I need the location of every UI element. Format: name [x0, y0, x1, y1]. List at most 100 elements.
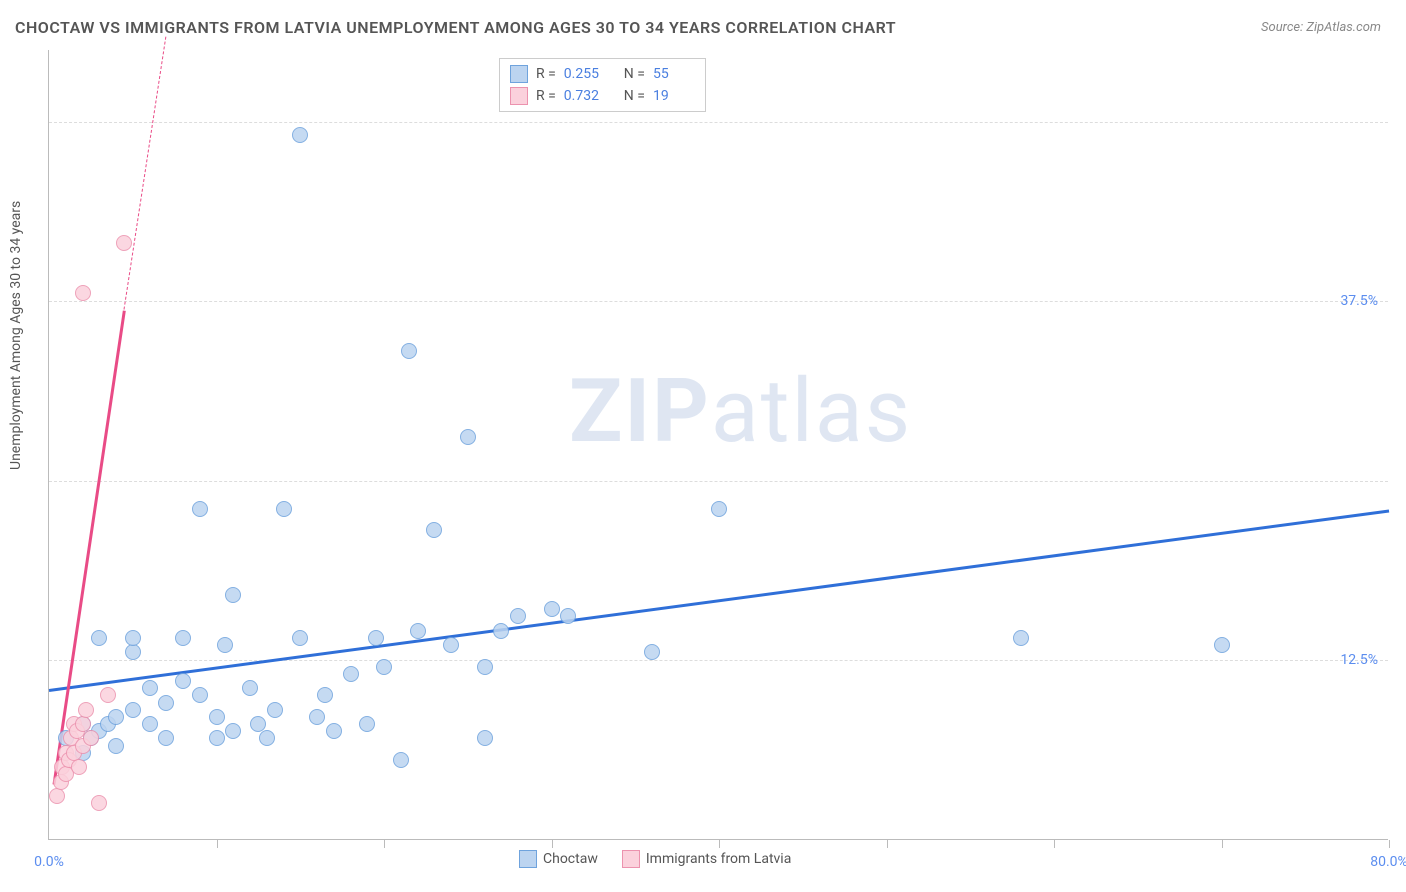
- scatter-marker: [510, 608, 526, 624]
- trend-line: [49, 510, 1389, 693]
- legend-stats-row: R = 0.732 N = 19: [510, 85, 695, 107]
- scatter-marker: [209, 730, 225, 746]
- scatter-marker: [317, 687, 333, 703]
- scatter-marker: [209, 709, 225, 725]
- scatter-marker: [711, 501, 727, 517]
- legend-series: Choctaw Immigrants from Latvia: [519, 850, 791, 868]
- chart-title: CHOCTAW VS IMMIGRANTS FROM LATVIA UNEMPL…: [15, 18, 896, 37]
- scatter-marker: [91, 795, 107, 811]
- scatter-marker: [242, 680, 258, 696]
- scatter-marker: [158, 730, 174, 746]
- scatter-marker: [426, 522, 442, 538]
- scatter-marker: [267, 702, 283, 718]
- y-axis-label: Unemployment Among Ages 30 to 34 years: [8, 201, 24, 470]
- gridline-vertical: [719, 840, 720, 848]
- scatter-marker: [217, 637, 233, 653]
- legend-r-value: 0.255: [564, 66, 606, 82]
- scatter-marker: [309, 709, 325, 725]
- scatter-marker: [108, 738, 124, 754]
- gridline-vertical: [1389, 840, 1390, 848]
- legend-n-value: 55: [653, 66, 695, 82]
- gridline-vertical: [552, 840, 553, 848]
- scatter-marker: [259, 730, 275, 746]
- legend-r-label: R =: [536, 66, 556, 82]
- scatter-marker: [276, 501, 292, 517]
- legend-r-label: R =: [536, 88, 556, 104]
- gridline-vertical: [217, 840, 218, 848]
- scatter-marker: [477, 659, 493, 675]
- scatter-marker: [225, 587, 241, 603]
- scatter-marker: [343, 666, 359, 682]
- gridline-horizontal: [49, 481, 1388, 482]
- scatter-marker: [175, 630, 191, 646]
- scatter-marker: [49, 788, 65, 804]
- scatter-marker: [644, 644, 660, 660]
- legend-n-value: 19: [653, 88, 695, 104]
- scatter-marker: [225, 723, 241, 739]
- gridline-horizontal: [49, 122, 1388, 123]
- scatter-marker: [493, 623, 509, 639]
- scatter-marker: [326, 723, 342, 739]
- scatter-marker: [376, 659, 392, 675]
- trend-line: [124, 36, 167, 309]
- scatter-marker: [368, 630, 384, 646]
- scatter-marker: [116, 235, 132, 251]
- scatter-marker: [71, 759, 87, 775]
- legend-n-label: N =: [624, 66, 645, 82]
- gridline-vertical: [1222, 840, 1223, 848]
- source-attribution: Source: ZipAtlas.com: [1261, 20, 1381, 35]
- scatter-marker: [544, 601, 560, 617]
- scatter-marker: [292, 127, 308, 143]
- scatter-marker: [393, 752, 409, 768]
- legend-stats-row: R = 0.255 N = 55: [510, 63, 695, 85]
- y-tick-label: 37.5%: [1340, 293, 1378, 309]
- scatter-marker: [477, 730, 493, 746]
- gridline-vertical: [1054, 840, 1055, 848]
- scatter-marker: [83, 730, 99, 746]
- scatter-marker: [560, 608, 576, 624]
- scatter-marker: [75, 285, 91, 301]
- scatter-plot-area: ZIPatlas 12.5%37.5%0.0%80.0%R =0.255N =5…: [48, 50, 1388, 840]
- scatter-marker: [125, 702, 141, 718]
- scatter-marker: [292, 630, 308, 646]
- scatter-marker: [1214, 637, 1230, 653]
- legend-swatch: [622, 850, 640, 868]
- x-tick-label: 0.0%: [34, 854, 64, 870]
- scatter-marker: [108, 709, 124, 725]
- legend-series-item: Choctaw: [519, 850, 598, 868]
- scatter-marker: [443, 637, 459, 653]
- scatter-marker: [142, 680, 158, 696]
- legend-n-label: N =: [624, 88, 645, 104]
- watermark-bold: ZIP: [569, 360, 711, 463]
- scatter-marker: [125, 644, 141, 660]
- scatter-marker: [78, 702, 94, 718]
- legend-swatch: [519, 850, 537, 868]
- legend-stats-box: R = 0.255 N = 55 R = 0.732 N = 19: [499, 58, 706, 112]
- scatter-marker: [1013, 630, 1029, 646]
- scatter-marker: [192, 501, 208, 517]
- gridline-vertical: [384, 840, 385, 848]
- gridline-vertical: [887, 840, 888, 848]
- x-tick-label: 80.0%: [1370, 854, 1406, 870]
- y-tick-label: 12.5%: [1340, 652, 1378, 668]
- gridline-horizontal: [49, 301, 1388, 302]
- scatter-marker: [158, 695, 174, 711]
- scatter-marker: [142, 716, 158, 732]
- legend-r-value: 0.732: [564, 88, 606, 104]
- scatter-marker: [401, 343, 417, 359]
- scatter-marker: [91, 630, 107, 646]
- scatter-marker: [192, 687, 208, 703]
- scatter-marker: [100, 687, 116, 703]
- watermark: ZIPatlas: [569, 360, 912, 463]
- scatter-marker: [460, 429, 476, 445]
- scatter-marker: [175, 673, 191, 689]
- legend-series-label: Choctaw: [543, 851, 598, 867]
- scatter-marker: [125, 630, 141, 646]
- scatter-marker: [410, 623, 426, 639]
- legend-series-label: Immigrants from Latvia: [646, 851, 791, 867]
- watermark-rest: atlas: [711, 360, 912, 463]
- legend-swatch: [510, 65, 528, 83]
- legend-series-item: Immigrants from Latvia: [622, 850, 791, 868]
- scatter-marker: [359, 716, 375, 732]
- legend-swatch: [510, 87, 528, 105]
